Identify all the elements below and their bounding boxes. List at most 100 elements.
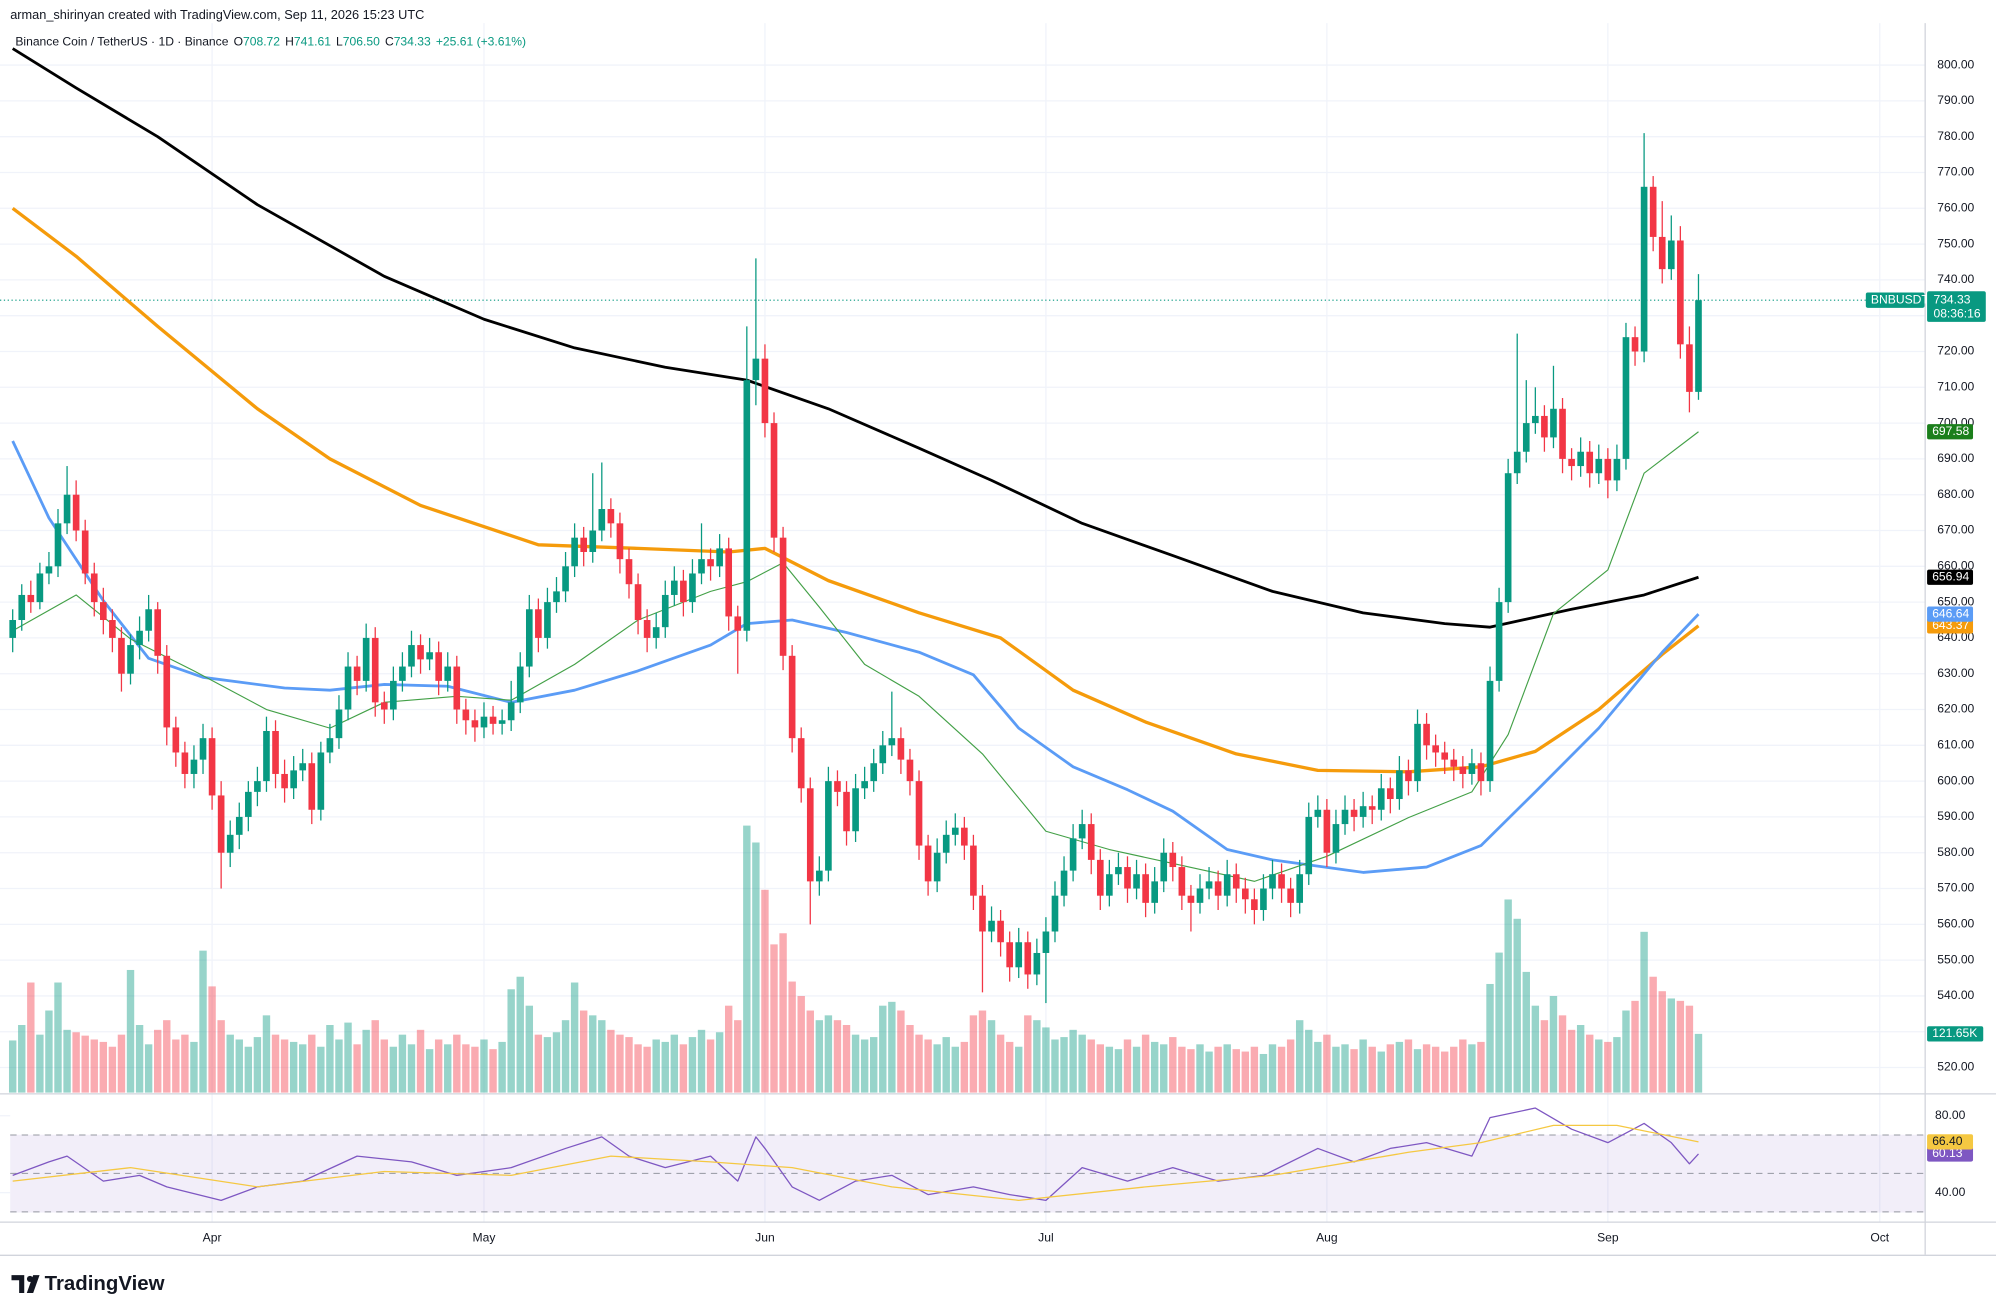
volume-bar <box>625 1037 633 1093</box>
candle-body <box>127 645 134 674</box>
volume-bar <box>289 1041 298 1093</box>
volume-bar <box>1015 1046 1023 1093</box>
y-tick-label: 620.00 <box>1937 702 1974 716</box>
volume-bar <box>389 1046 398 1093</box>
candle-body <box>1205 881 1213 889</box>
volume-bar <box>743 825 751 1093</box>
volume-bar <box>1096 1044 1104 1093</box>
volume-bar <box>45 1010 53 1093</box>
volume-bar <box>1286 1039 1295 1093</box>
candle-body <box>245 791 252 817</box>
change: +25.61 (+3.61%) <box>436 34 526 48</box>
volume-bar <box>172 1039 180 1093</box>
candle-body <box>1087 824 1095 860</box>
volume-bar <box>144 1044 153 1093</box>
candle-body <box>199 738 207 760</box>
volume-bar <box>951 1046 959 1093</box>
symbol-tag-bg <box>1865 292 1925 308</box>
candle-body <box>879 745 887 764</box>
volume-bar <box>1450 1046 1458 1093</box>
volume-bar <box>670 1034 679 1093</box>
volume-bar <box>552 1032 561 1093</box>
candle-body <box>1332 824 1340 853</box>
candle-body <box>390 680 397 710</box>
candle-body <box>1396 770 1403 800</box>
volume-bar <box>1160 1044 1168 1093</box>
volume-bar <box>434 1039 443 1093</box>
candle-body <box>1142 874 1149 903</box>
candle-body <box>1042 931 1050 953</box>
volume-bar <box>589 1015 597 1093</box>
credit: arman_shirinyan created with TradingView… <box>10 7 424 22</box>
volume-bar <box>181 1034 189 1093</box>
volume-bar <box>1078 1034 1086 1093</box>
candle-body <box>109 620 116 638</box>
volume-bar <box>1033 1020 1041 1093</box>
moving-average <box>11 206 1700 774</box>
symbol-tag: BNBUSDT <box>1871 292 1929 306</box>
y-tick-label: 690.00 <box>1937 451 1974 465</box>
candle-body <box>1495 602 1503 681</box>
candle-body <box>670 580 678 595</box>
volume-bar <box>498 1041 506 1093</box>
rsi-tick-label: 40.00 <box>1935 1185 1966 1199</box>
candle-body <box>480 716 488 728</box>
candle-body <box>36 573 44 603</box>
ma-tag-bg <box>1927 569 1974 585</box>
volume-bar <box>163 1020 171 1093</box>
volume-bar <box>99 1041 108 1093</box>
x-tick-label: May <box>473 1230 497 1244</box>
ma-tag: 646.64 <box>1932 606 1969 620</box>
volume-bar <box>1468 1044 1476 1093</box>
ma-tag-bg <box>1927 618 1974 634</box>
volume-bar <box>734 1020 742 1093</box>
candle-body <box>462 709 470 721</box>
y-tick-label: 540.00 <box>1937 988 1974 1002</box>
candle-body <box>933 852 941 882</box>
moving-average <box>11 47 1699 629</box>
volume-bar <box>706 1039 715 1093</box>
volume-bar <box>1350 1049 1358 1093</box>
volume-bar <box>815 1020 824 1093</box>
y-tick-label: 680.00 <box>1937 487 1974 501</box>
volume-bar <box>1504 899 1512 1093</box>
candle-body <box>1677 240 1684 345</box>
h-label: H <box>285 34 294 48</box>
candle-body <box>997 920 1004 943</box>
candle-body <box>1232 874 1240 889</box>
volume-bar <box>1087 1039 1095 1093</box>
y-tick-label: 780.00 <box>1937 129 1974 143</box>
volume-bar <box>969 1015 978 1093</box>
volume-bar <box>344 1022 352 1093</box>
volume-bar <box>960 1041 969 1093</box>
candle-body <box>734 616 742 631</box>
candle-body <box>1622 337 1630 459</box>
volume-bar <box>634 1044 642 1093</box>
candle-body <box>1251 899 1258 911</box>
volume-bar <box>1223 1044 1231 1093</box>
volume-bar <box>679 1044 688 1093</box>
candle-body <box>471 720 479 728</box>
volume-bar <box>1341 1044 1349 1093</box>
volume-bar <box>987 1020 996 1093</box>
candle-body <box>9 620 17 638</box>
volume-bar <box>36 1034 44 1093</box>
candle-body <box>1640 186 1648 352</box>
candle-body <box>652 627 660 638</box>
volume-bar <box>1259 1053 1268 1093</box>
candle-body <box>707 559 714 567</box>
volume-bar <box>371 1020 379 1093</box>
o-label: O <box>234 34 243 48</box>
volume-bar <box>1531 1005 1540 1093</box>
volume-bar <box>1069 1029 1077 1093</box>
volume-bar <box>471 1046 479 1093</box>
l-value: 706.50 <box>343 34 380 48</box>
moving-average <box>12 431 1699 882</box>
candle-body <box>1006 942 1013 968</box>
candle-body <box>1305 816 1313 875</box>
candle-body <box>525 609 533 667</box>
volume-bar <box>1595 1039 1603 1093</box>
ma-tag: 697.58 <box>1932 424 1969 438</box>
volume-bar <box>1268 1044 1277 1093</box>
volume-bar <box>398 1034 407 1093</box>
